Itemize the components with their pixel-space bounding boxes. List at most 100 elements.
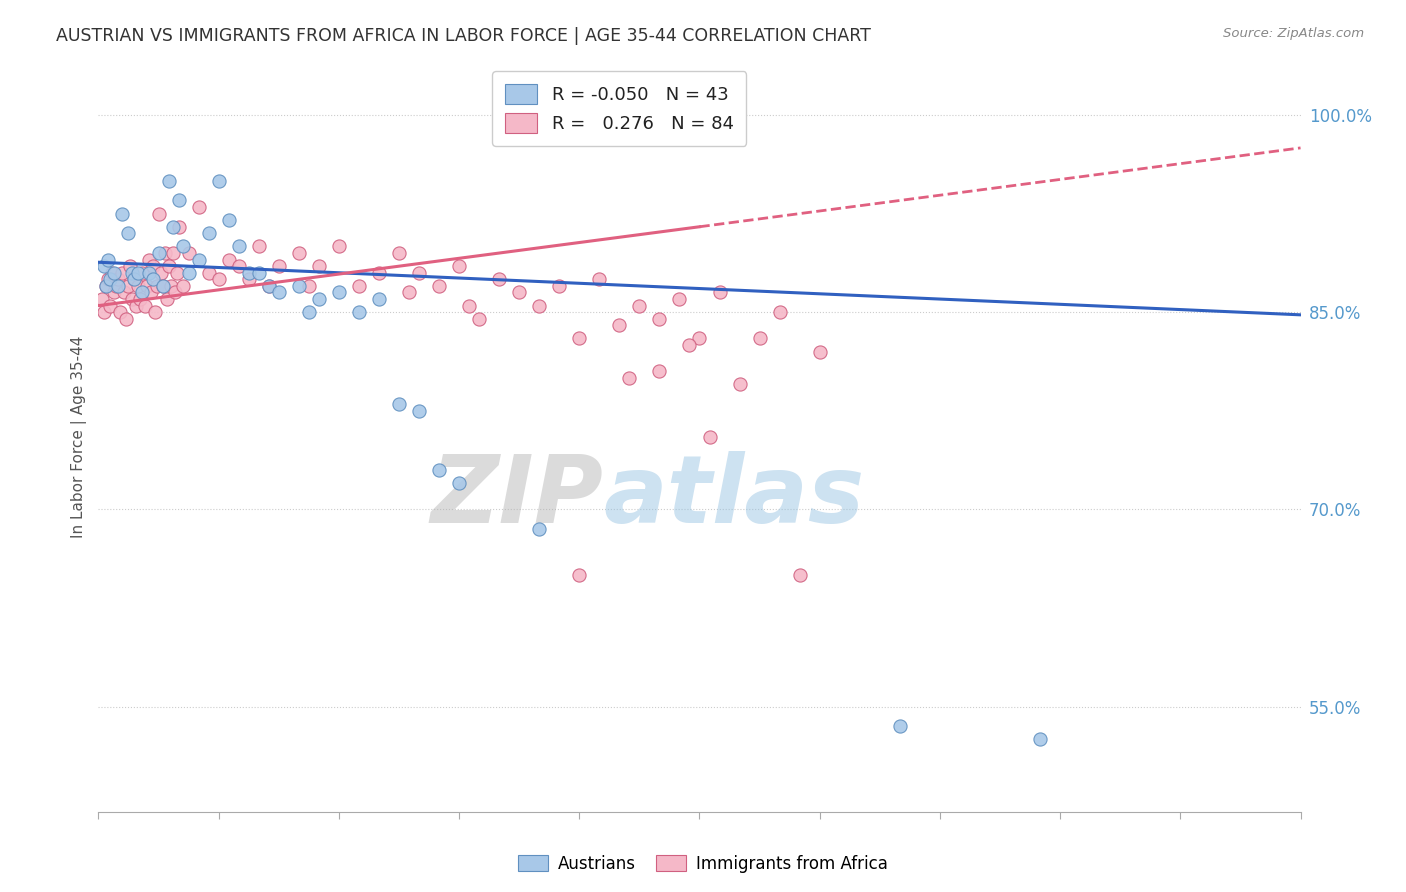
Point [91, 292, 114, 306]
Point [247, 266, 270, 280]
Point [648, 364, 671, 378]
Point [138, 252, 160, 267]
Point [619, 371, 641, 385]
Point [308, 259, 330, 273]
Point [427, 279, 450, 293]
Legend: Austrians, Immigrants from Africa: Austrians, Immigrants from Africa [512, 848, 894, 880]
Point [388, 246, 411, 260]
Point [748, 331, 770, 345]
Point [121, 266, 143, 280]
Point [120, 259, 142, 273]
Text: AUSTRIAN VS IMMIGRANTS FROM AFRICA IN LABOR FORCE | AGE 35-44 CORRELATION CHART: AUSTRIAN VS IMMIGRANTS FROM AFRICA IN LA… [56, 27, 872, 45]
Point [408, 404, 430, 418]
Point [148, 206, 170, 220]
Point [257, 279, 280, 293]
Point [103, 285, 125, 300]
Point [187, 200, 209, 214]
Point [100, 299, 122, 313]
Point [177, 266, 200, 280]
Point [388, 397, 411, 411]
Point [117, 279, 139, 293]
Point [588, 272, 610, 286]
Point [177, 246, 200, 260]
Point [93, 305, 115, 319]
Point [218, 213, 240, 227]
Point [548, 279, 571, 293]
Point [139, 285, 162, 300]
Point [609, 318, 631, 333]
Point [141, 272, 163, 286]
Point [488, 272, 510, 286]
Point [228, 239, 250, 253]
Point [728, 377, 751, 392]
Point [458, 299, 481, 313]
Point [789, 568, 811, 582]
Point [93, 259, 115, 273]
Point [218, 252, 240, 267]
Point [111, 206, 134, 220]
Point [97, 272, 120, 286]
Point [568, 331, 591, 345]
Point [238, 266, 260, 280]
Point [197, 227, 219, 241]
Text: ZIP: ZIP [430, 451, 603, 543]
Point [447, 259, 470, 273]
Point [152, 279, 174, 293]
Point [172, 279, 194, 293]
Point [96, 279, 118, 293]
Point [131, 266, 153, 280]
Point [162, 219, 184, 234]
Point [889, 719, 911, 733]
Point [115, 311, 138, 326]
Point [143, 305, 166, 319]
Point [167, 194, 190, 208]
Point [288, 279, 311, 293]
Point [709, 285, 731, 300]
Point [128, 266, 150, 280]
Point [101, 266, 124, 280]
Point [208, 174, 231, 188]
Point [347, 279, 370, 293]
Point [529, 522, 551, 536]
Point [124, 272, 146, 286]
Point [145, 279, 167, 293]
Point [247, 239, 270, 253]
Point [141, 259, 163, 273]
Point [148, 246, 170, 260]
Point [197, 266, 219, 280]
Point [166, 266, 188, 280]
Point [769, 305, 792, 319]
Text: Source: ZipAtlas.com: Source: ZipAtlas.com [1223, 27, 1364, 40]
Point [114, 285, 136, 300]
Point [267, 285, 290, 300]
Point [298, 279, 321, 293]
Point [628, 299, 651, 313]
Point [427, 463, 450, 477]
Point [408, 266, 430, 280]
Point [398, 285, 420, 300]
Point [508, 285, 530, 300]
Point [100, 272, 122, 286]
Point [162, 246, 184, 260]
Point [135, 279, 157, 293]
Point [678, 338, 700, 352]
Point [238, 272, 260, 286]
Point [328, 285, 350, 300]
Text: atlas: atlas [603, 451, 865, 543]
Point [111, 266, 134, 280]
Point [368, 266, 391, 280]
Point [131, 285, 153, 300]
Point [149, 266, 172, 280]
Point [228, 259, 250, 273]
Point [1029, 732, 1052, 747]
Point [267, 259, 290, 273]
Point [568, 568, 591, 582]
Point [153, 246, 176, 260]
Point [125, 299, 148, 313]
Point [97, 252, 120, 267]
Point [187, 252, 209, 267]
Point [155, 292, 177, 306]
Point [107, 279, 129, 293]
Point [328, 239, 350, 253]
Point [808, 344, 831, 359]
